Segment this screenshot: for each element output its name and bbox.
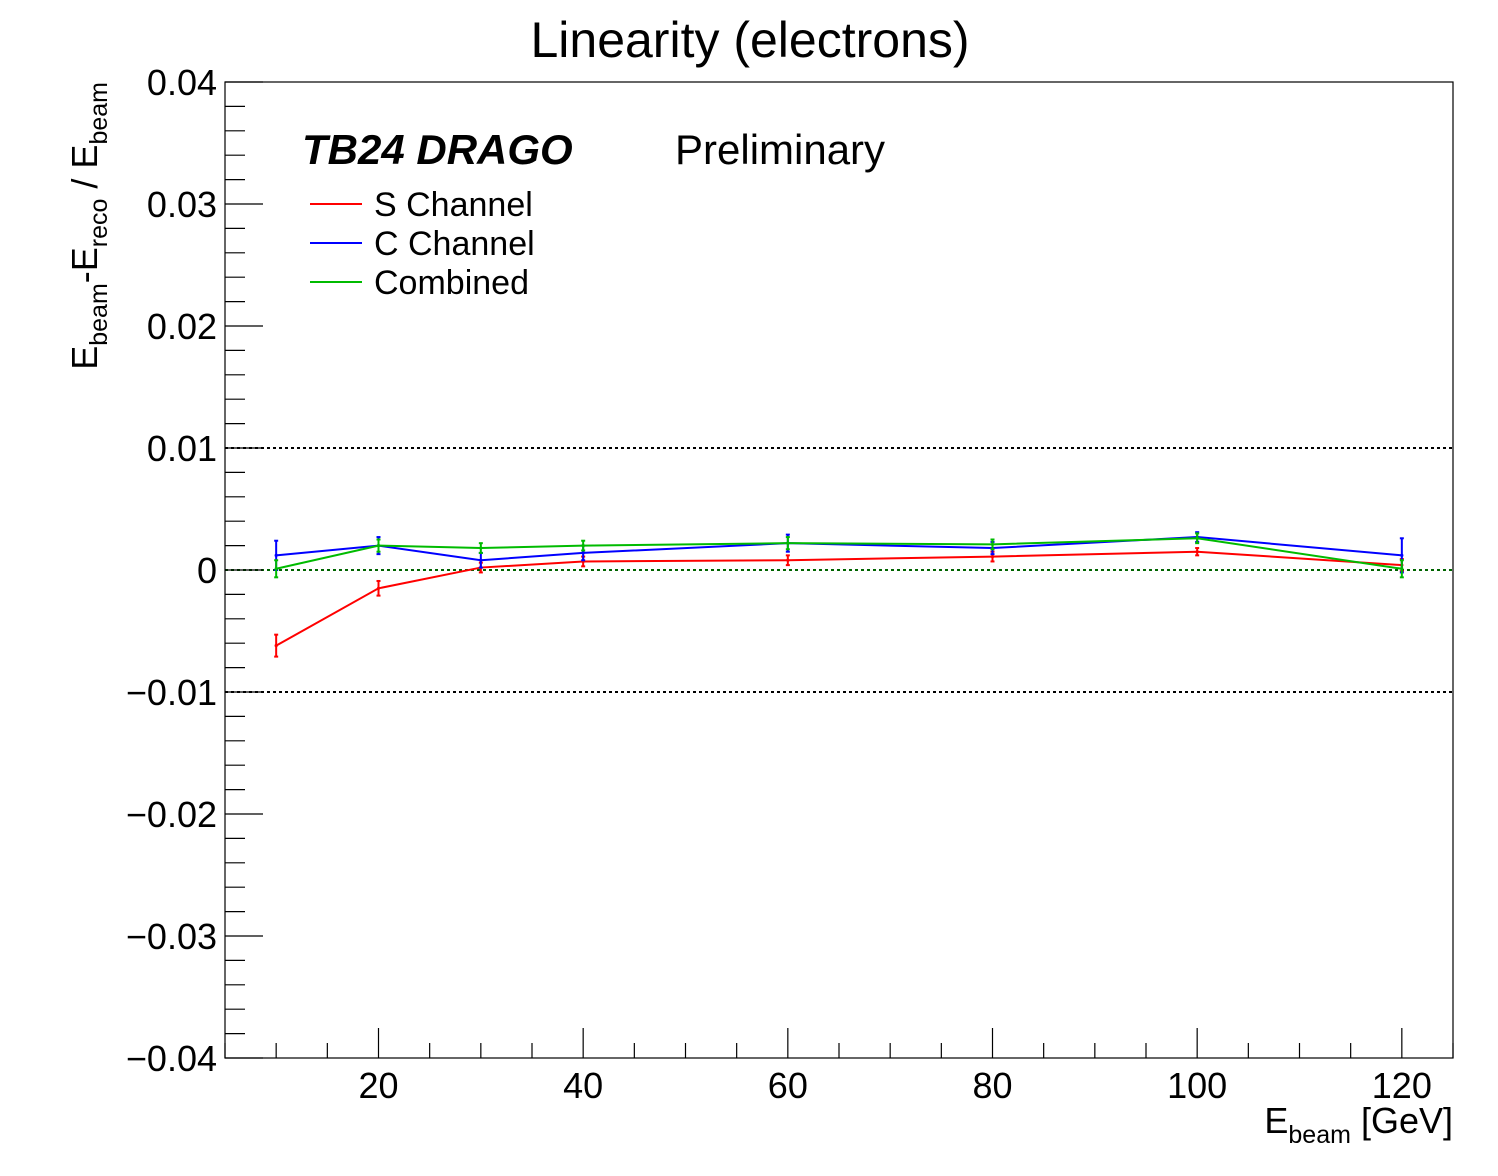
- reference-lines: [225, 447, 1453, 693]
- x-tick-label: 20: [358, 1065, 398, 1106]
- experiment-label: TB24 DRAGO: [302, 126, 573, 173]
- data-point: [1195, 536, 1199, 540]
- y-axis-title: Ebeam-Ereco / Ebeam: [64, 82, 113, 370]
- x-axis: 20 40 60 80 100 120: [224, 1028, 1454, 1106]
- legend-label: S Channel: [374, 186, 533, 224]
- x-axis-title: Ebeam [GeV]: [1264, 1100, 1453, 1149]
- y-tick-label: −0.03: [126, 916, 217, 957]
- data-point: [581, 551, 585, 555]
- data-point: [274, 553, 278, 557]
- legend-item-s-channel: S Channel: [310, 186, 533, 224]
- legend-item-combined: Combined: [310, 264, 529, 302]
- series-line: [275, 550, 1402, 647]
- series-layer: [274, 531, 1404, 658]
- y-tick-label: 0.02: [147, 306, 217, 347]
- y-axis: −0.04 −0.03 −0.02 −0.01 0 0.01 0.02 0.03 0.04: [126, 62, 263, 1079]
- series-line: [276, 536, 1402, 562]
- data-point: [1195, 550, 1199, 554]
- series-line: [275, 537, 1402, 570]
- x-tick-label: 40: [563, 1065, 603, 1106]
- series-s-channel: [274, 547, 1404, 658]
- data-point: [274, 644, 278, 648]
- y-tick-label: 0: [197, 550, 217, 591]
- data-point: [786, 558, 790, 562]
- status-label: Preliminary: [675, 126, 885, 173]
- y-tick-label: −0.01: [126, 672, 217, 713]
- data-point: [786, 541, 790, 545]
- data-point: [1400, 567, 1404, 571]
- legend-item-c-channel: C Channel: [310, 225, 535, 263]
- x-tick-label: 120: [1372, 1065, 1432, 1106]
- data-point: [376, 544, 381, 548]
- chart-title: Linearity (electrons): [530, 12, 969, 68]
- data-point: [1400, 553, 1404, 557]
- legend-label: Combined: [374, 264, 529, 302]
- legend-label: C Channel: [374, 225, 535, 263]
- data-point: [274, 567, 278, 571]
- series-c-channel: [274, 531, 1404, 574]
- series-combined: [274, 532, 1404, 579]
- data-point: [376, 586, 381, 590]
- data-point: [479, 546, 483, 550]
- y-tick-label: −0.02: [126, 794, 217, 835]
- data-point: [479, 558, 483, 562]
- data-point: [990, 554, 995, 559]
- x-tick-label: 60: [768, 1065, 808, 1106]
- x-tick-label: 80: [972, 1065, 1012, 1106]
- y-tick-label: −0.04: [126, 1038, 217, 1079]
- y-tick-label: 0.04: [147, 62, 217, 103]
- x-tick-label: 100: [1167, 1065, 1227, 1106]
- y-tick-label: 0.03: [147, 184, 217, 225]
- annotation: TB24 DRAGO Preliminary: [302, 126, 885, 173]
- data-point: [990, 542, 995, 546]
- data-point: [581, 544, 585, 548]
- y-tick-label: 0.01: [147, 428, 217, 469]
